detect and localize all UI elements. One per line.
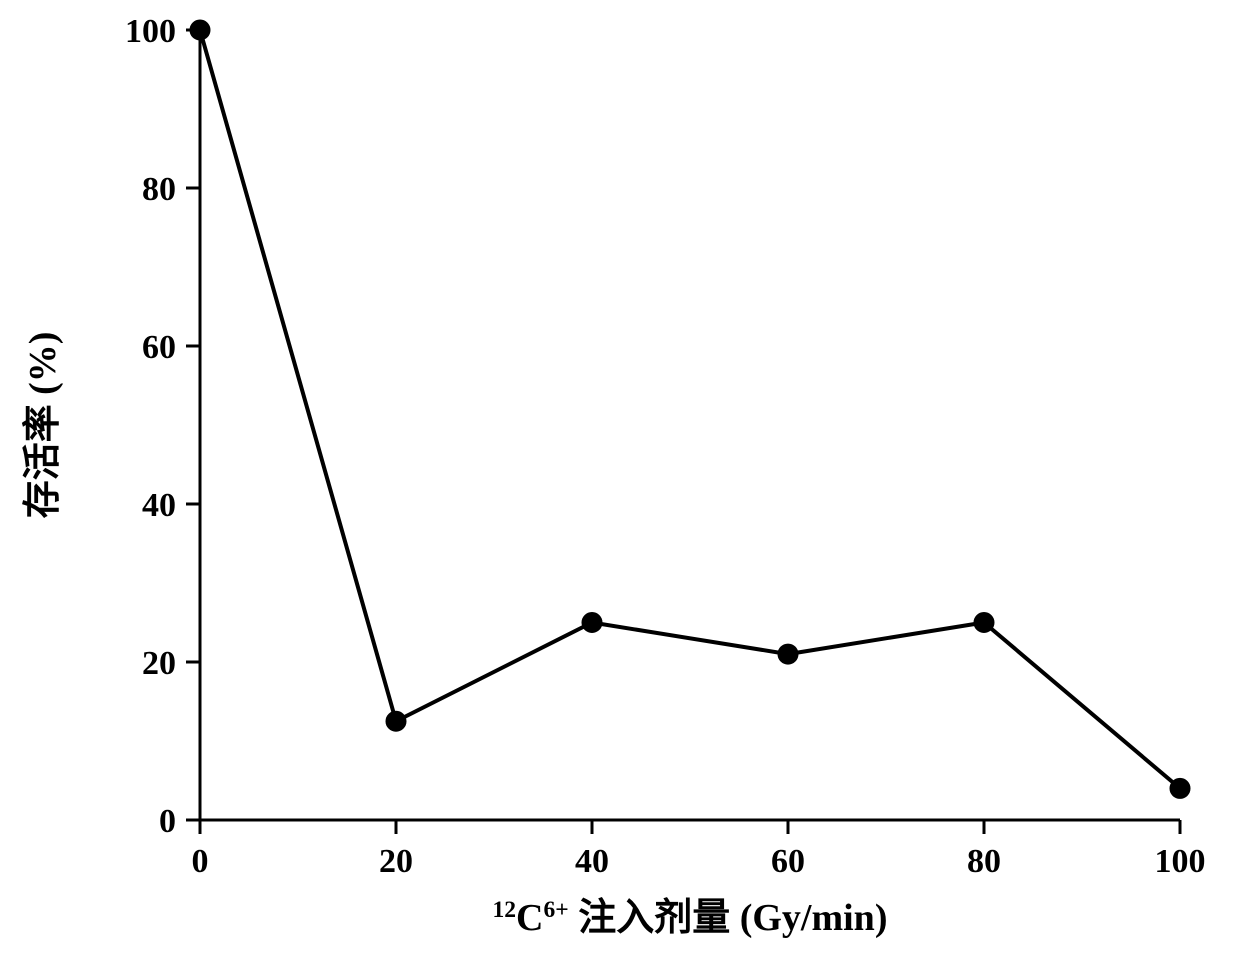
x-tick-label: 20 xyxy=(379,843,413,880)
chart-container: 020406080100020406080100存活率 (%)12C6+ 注入剂… xyxy=(0,0,1240,980)
data-marker xyxy=(778,644,798,664)
data-marker xyxy=(974,613,994,633)
y-axis-label: 存活率 (%) xyxy=(22,332,64,519)
survival-chart: 020406080100020406080100存活率 (%)12C6+ 注入剂… xyxy=(0,0,1240,980)
x-tick-label: 40 xyxy=(575,843,609,880)
data-marker xyxy=(190,20,210,40)
y-tick-label: 80 xyxy=(142,171,176,208)
y-tick-label: 20 xyxy=(142,645,176,682)
y-tick-label: 60 xyxy=(142,329,176,366)
data-marker xyxy=(1170,778,1190,798)
x-tick-label: 0 xyxy=(192,843,209,880)
y-tick-label: 40 xyxy=(142,487,176,524)
y-tick-label: 0 xyxy=(159,803,176,840)
x-tick-label: 80 xyxy=(967,843,1001,880)
data-marker xyxy=(582,613,602,633)
x-tick-label: 100 xyxy=(1155,843,1206,880)
y-tick-label: 100 xyxy=(125,13,176,50)
x-tick-label: 60 xyxy=(771,843,805,880)
data-marker xyxy=(386,711,406,731)
